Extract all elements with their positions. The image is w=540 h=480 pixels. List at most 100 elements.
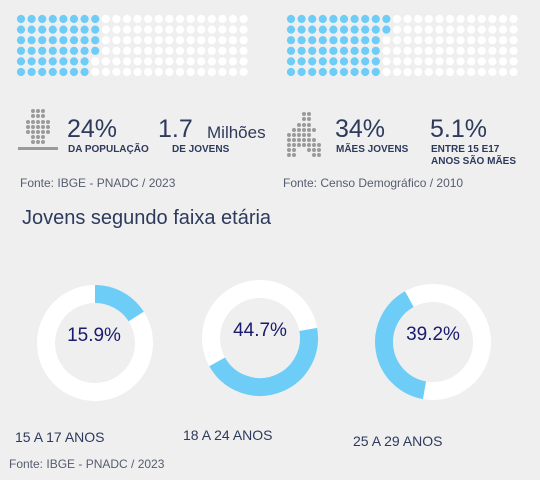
waffle-dot xyxy=(197,25,206,34)
waffle-dot xyxy=(165,57,174,66)
waffle-dot xyxy=(27,25,36,34)
waffle-dot xyxy=(122,14,132,24)
donut-segment xyxy=(209,327,318,396)
waffle-dot xyxy=(48,36,57,45)
source-right: Fonte: Censo Demográfico / 2010 xyxy=(283,176,464,190)
waffle-dot xyxy=(38,25,47,34)
waffle-dot xyxy=(456,14,465,24)
waffle-dot xyxy=(59,14,68,24)
waffle-dot xyxy=(456,46,465,55)
waffle-dot xyxy=(350,14,359,24)
waffle-dot xyxy=(69,57,79,66)
waffle-dot xyxy=(382,57,391,66)
waffle-dot xyxy=(318,36,327,45)
waffle-dot xyxy=(218,36,227,45)
category-label-25-29: 25 A 29 ANOS xyxy=(353,433,443,449)
waffle-dot xyxy=(186,36,195,45)
waffle-dot xyxy=(382,46,391,55)
waffle-dot xyxy=(509,57,518,66)
waffle-dot xyxy=(144,67,153,77)
waffle-dot xyxy=(297,25,306,34)
waffle-dot xyxy=(424,46,433,55)
waffle-dot xyxy=(445,57,455,66)
waffle-dot xyxy=(488,25,497,34)
waffle-dot xyxy=(339,46,349,55)
waffle-dot xyxy=(228,46,238,55)
waffle-dot xyxy=(308,46,317,55)
waffle-dot xyxy=(382,25,391,34)
waffle-dot xyxy=(59,46,68,55)
waffle-dot xyxy=(318,57,327,66)
waffle-dot xyxy=(122,25,132,34)
waffle-dot xyxy=(414,67,423,77)
waffle-dot xyxy=(371,57,380,66)
waffle-dot xyxy=(186,57,195,66)
waffle-dot xyxy=(456,25,465,34)
waffle-dot xyxy=(350,36,359,45)
waffle-dot xyxy=(133,36,142,45)
donut-segment xyxy=(375,291,427,400)
waffle-dot xyxy=(477,46,486,55)
waffle-dot xyxy=(69,46,79,55)
waffle-chart-mothers xyxy=(286,14,518,77)
waffle-dot xyxy=(488,46,497,55)
waffle-dot xyxy=(329,36,338,45)
waffle-dot xyxy=(80,36,89,45)
waffle-dot xyxy=(329,14,338,24)
waffle-dot xyxy=(467,46,476,55)
waffle-dot xyxy=(218,67,227,77)
waffle-dot xyxy=(144,25,153,34)
waffle-dot xyxy=(91,25,100,34)
waffle-dot xyxy=(165,46,174,55)
waffle-dot xyxy=(361,14,370,24)
waffle-dot xyxy=(228,25,238,34)
waffle-dot xyxy=(467,36,476,45)
waffle-dot xyxy=(477,25,486,34)
waffle-dot xyxy=(509,67,518,77)
waffle-dot xyxy=(207,46,216,55)
waffle-dot xyxy=(445,25,455,34)
waffle-dot xyxy=(186,67,195,77)
waffle-dot xyxy=(456,67,465,77)
waffle-dot xyxy=(16,46,26,55)
waffle-dot xyxy=(154,57,163,66)
waffle-dot xyxy=(112,25,121,34)
waffle-dot xyxy=(297,57,306,66)
waffle-dot xyxy=(80,25,89,34)
waffle-dot xyxy=(424,25,433,34)
waffle-dot xyxy=(498,25,508,34)
waffle-dot xyxy=(101,46,110,55)
waffle-dot xyxy=(175,14,185,24)
waffle-dot xyxy=(112,67,121,77)
waffle-dot xyxy=(392,57,402,66)
waffle-dot xyxy=(122,57,132,66)
waffle-dot xyxy=(218,57,227,66)
waffle-dot xyxy=(392,25,402,34)
waffle-dot xyxy=(329,46,338,55)
waffle-dot xyxy=(175,25,185,34)
waffle-dot xyxy=(186,14,195,24)
population-percent-label: DA POPULAÇÃO xyxy=(68,144,149,155)
waffle-dot xyxy=(165,67,174,77)
waffle-dot xyxy=(424,57,433,66)
waffle-dot xyxy=(48,14,57,24)
mother-child-icon xyxy=(287,112,321,157)
waffle-dot xyxy=(371,46,380,55)
source-footer: Fonte: IBGE - PNADC / 2023 xyxy=(9,457,165,471)
waffle-dot xyxy=(488,57,497,66)
waffle-dot xyxy=(308,57,317,66)
waffle-dot xyxy=(308,67,317,77)
waffle-dot xyxy=(133,57,142,66)
waffle-dot xyxy=(509,46,518,55)
waffle-dot xyxy=(59,25,68,34)
waffle-dot xyxy=(197,36,206,45)
waffle-dot xyxy=(175,67,185,77)
waffle-dot xyxy=(239,46,248,55)
waffle-dot xyxy=(144,57,153,66)
waffle-dot xyxy=(435,67,444,77)
waffle-dot xyxy=(339,36,349,45)
waffle-dot xyxy=(16,14,26,24)
waffle-dot xyxy=(445,46,455,55)
waffle-dot xyxy=(207,14,216,24)
waffle-dot xyxy=(339,25,349,34)
